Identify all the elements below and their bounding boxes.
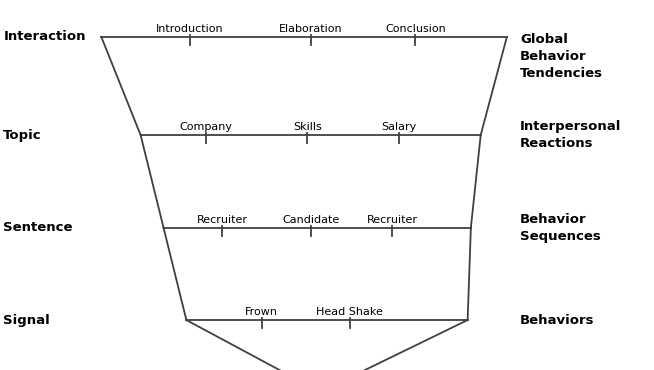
- Text: Introduction: Introduction: [156, 24, 224, 34]
- Text: Candidate: Candidate: [282, 215, 339, 225]
- Text: Interpersonal
Reactions: Interpersonal Reactions: [520, 120, 621, 150]
- Text: Head Shake: Head Shake: [317, 307, 383, 317]
- Text: Elaboration: Elaboration: [279, 24, 343, 34]
- Text: Company: Company: [179, 122, 233, 132]
- Text: Behaviors: Behaviors: [520, 313, 594, 327]
- Text: Sentence: Sentence: [3, 221, 73, 234]
- Text: Global
Behavior
Tendencies: Global Behavior Tendencies: [520, 33, 603, 80]
- Text: Skills: Skills: [293, 122, 322, 132]
- Text: Topic: Topic: [3, 128, 42, 142]
- Text: Frown: Frown: [245, 307, 278, 317]
- Text: Behavior
Sequences: Behavior Sequences: [520, 212, 600, 243]
- Text: Conclusion: Conclusion: [385, 24, 445, 34]
- Text: Signal: Signal: [3, 313, 50, 327]
- Text: Recruiter: Recruiter: [197, 215, 248, 225]
- Text: Salary: Salary: [381, 122, 417, 132]
- Text: Recruiter: Recruiter: [367, 215, 418, 225]
- Text: Interaction: Interaction: [3, 30, 86, 44]
